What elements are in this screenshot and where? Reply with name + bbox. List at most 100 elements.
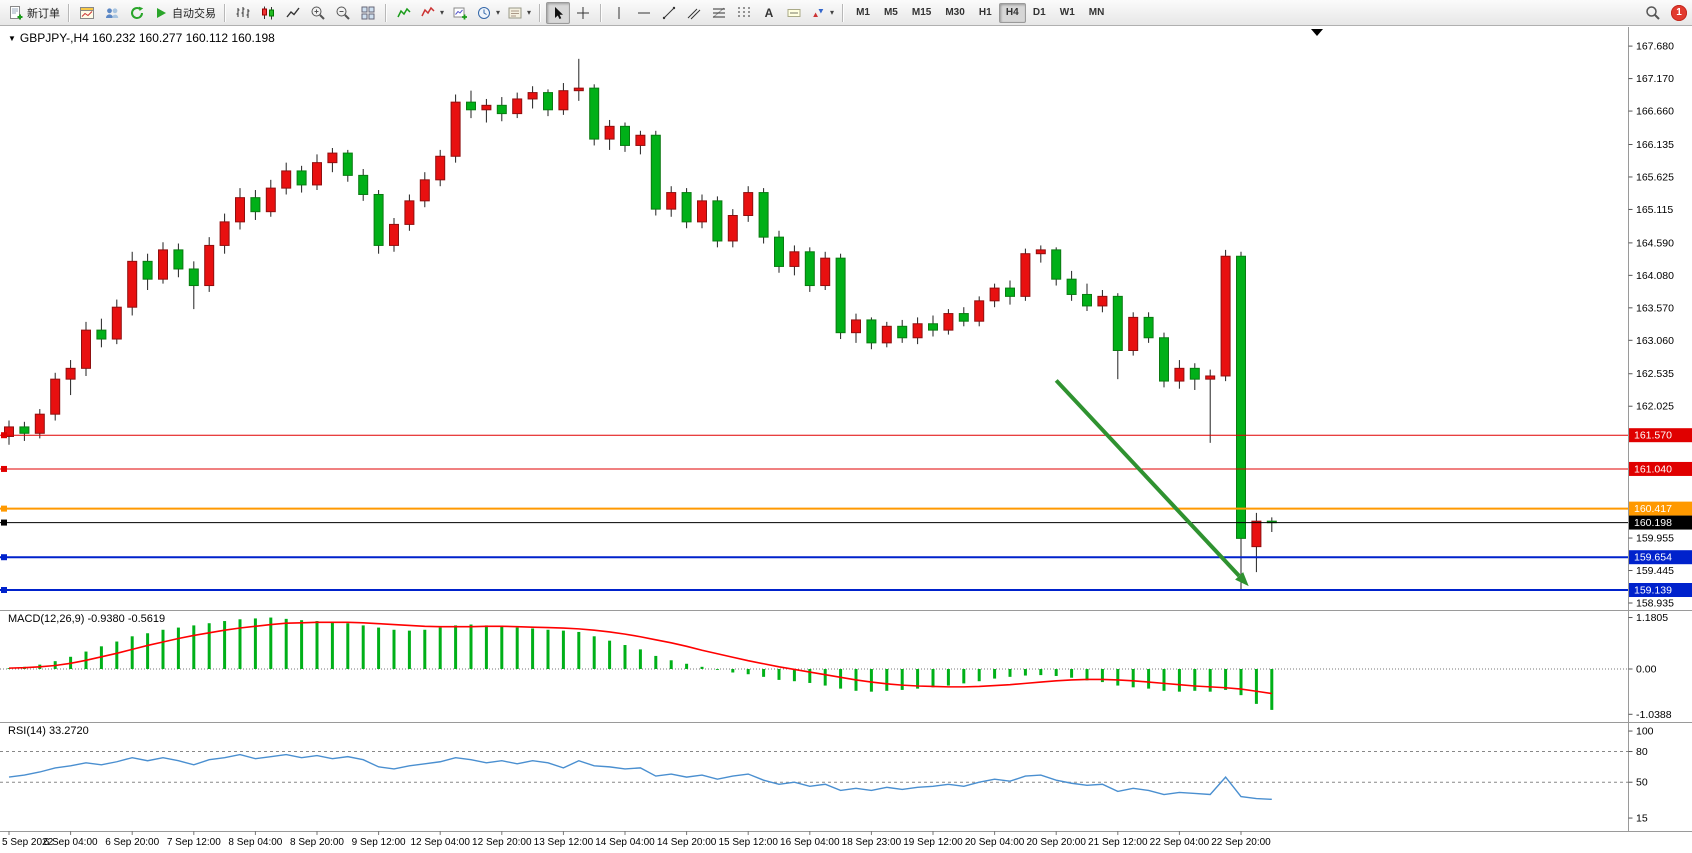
new-order-button[interactable]: 新订单 <box>5 2 63 24</box>
timeframe-button-W1[interactable]: W1 <box>1053 3 1082 23</box>
toolbar-right-tools: 1 <box>1641 2 1687 24</box>
macd-axis-label: -1.0388 <box>1636 709 1672 721</box>
candle <box>912 323 923 339</box>
arrows-button[interactable]: ▾ <box>807 2 837 24</box>
timeframe-button-M1[interactable]: M1 <box>849 3 877 23</box>
candle <box>1251 520 1262 548</box>
price-line-handle[interactable] <box>1 465 7 472</box>
channel-button[interactable] <box>682 2 706 24</box>
timeframe-button-H1[interactable]: H1 <box>972 3 999 23</box>
time-axis-label: 7 Sep 12:00 <box>167 837 221 848</box>
fibonacci-button[interactable] <box>707 2 731 24</box>
time-axis-label: 16 Sep 04:00 <box>780 837 840 848</box>
candle <box>65 367 76 380</box>
candle <box>943 313 954 331</box>
search-button[interactable] <box>1641 2 1665 24</box>
candle <box>789 251 800 267</box>
crosshair-button[interactable] <box>571 2 595 24</box>
candlestick-chart-button[interactable] <box>256 2 280 24</box>
price-line-handle[interactable] <box>1 554 7 561</box>
cycles-button[interactable] <box>732 2 756 24</box>
timeframe-button-MN[interactable]: MN <box>1082 3 1112 23</box>
timeframe-button-M5[interactable]: M5 <box>877 3 905 23</box>
tile-windows-button[interactable] <box>356 2 380 24</box>
macd-axis-label: 0.00 <box>1636 664 1657 676</box>
timeframe-button-M15[interactable]: M15 <box>905 3 938 23</box>
notification-badge[interactable]: 1 <box>1671 4 1687 21</box>
candle <box>666 192 677 210</box>
price-line-handle[interactable] <box>1 432 7 439</box>
timeframe-button-M30[interactable]: M30 <box>938 3 971 23</box>
timeframe-button-H4[interactable]: H4 <box>998 2 1026 23</box>
candle <box>1205 375 1216 380</box>
autotrading-button[interactable]: 自动交易 <box>150 2 219 24</box>
chart-window-button[interactable] <box>75 2 99 24</box>
time-axis-label: 13 Sep 12:00 <box>534 837 594 848</box>
candle <box>4 426 14 437</box>
label-button[interactable] <box>782 2 806 24</box>
time-axis-label: 6 Sep 20:00 <box>105 837 159 848</box>
price-axis-label: 165.115 <box>1636 204 1673 216</box>
candle <box>1236 255 1246 539</box>
price-axis-label: 163.570 <box>1636 302 1674 314</box>
horizontal-line-button[interactable] <box>632 2 656 24</box>
price-line-badge <box>1629 461 1692 476</box>
add-chart-button[interactable] <box>448 2 472 24</box>
candle <box>404 200 415 225</box>
candle <box>235 197 245 223</box>
candle <box>466 101 476 111</box>
trendline-icon <box>662 6 676 19</box>
horizontal-line-icon <box>638 12 651 13</box>
time-axis-label: 8 Sep 20:00 <box>290 837 344 848</box>
toolbar-separator <box>600 3 603 22</box>
line-chart-button[interactable] <box>281 2 305 24</box>
indicators-button[interactable] <box>392 2 416 24</box>
indicator-list-button[interactable]: ▾ <box>417 2 447 24</box>
trendline-button[interactable] <box>657 2 681 24</box>
chevron-down-icon: ▾ <box>496 7 501 17</box>
bar-chart-icon <box>236 6 250 18</box>
price-line-handle[interactable] <box>1 505 7 512</box>
templates-button[interactable]: ▾ <box>504 2 534 24</box>
candle <box>558 90 569 111</box>
price-axis-label: 163.060 <box>1636 335 1674 347</box>
periods-button[interactable]: ▾ <box>473 2 503 24</box>
candle <box>435 155 446 181</box>
text-icon: A <box>765 6 774 20</box>
price-line-handle[interactable] <box>1 587 7 594</box>
shift-marker-icon[interactable] <box>1311 29 1323 36</box>
bar-chart-button[interactable] <box>231 2 255 24</box>
toolbar-separator <box>224 3 226 22</box>
timeframe-group: M1 M5 M15 M30 H1 H4 D1 W1 MN <box>849 2 1111 23</box>
timeframe-button-D1[interactable]: D1 <box>1026 3 1053 23</box>
zoom-in-button[interactable] <box>306 2 330 24</box>
chevron-down-icon: ▾ <box>527 7 532 17</box>
price-line-badge-label: 159.654 <box>1634 552 1672 564</box>
candle <box>573 87 584 92</box>
price-axis-label: 167.680 <box>1636 41 1674 53</box>
refresh-button[interactable] <box>125 2 149 24</box>
trend-arrow-head[interactable] <box>1235 572 1249 587</box>
price-axis-label: 159.445 <box>1636 565 1674 577</box>
candle <box>743 192 754 216</box>
time-axis-label: 9 Sep 12:00 <box>352 837 406 848</box>
profiles-button[interactable] <box>100 2 124 24</box>
candle <box>620 125 630 146</box>
chart-window-icon <box>80 6 94 19</box>
candlestick-chart-icon <box>262 6 274 19</box>
toolbar-separator <box>539 3 542 22</box>
text-button[interactable]: A <box>757 2 781 24</box>
candle <box>127 260 138 308</box>
price-line-badge <box>1629 583 1692 598</box>
zoom-out-button[interactable] <box>331 2 355 24</box>
price-line-handle[interactable] <box>1 519 7 526</box>
vertical-line-button[interactable] <box>607 2 631 24</box>
cursor-button[interactable] <box>546 1 571 24</box>
time-axis-label: 19 Sep 12:00 <box>903 837 963 848</box>
candle <box>804 251 815 287</box>
time-axis-label: 20 Sep 20:00 <box>1026 837 1086 848</box>
trend-arrow-line[interactable] <box>1054 379 1241 578</box>
candle <box>158 249 168 280</box>
zoom-out-icon <box>336 6 350 20</box>
